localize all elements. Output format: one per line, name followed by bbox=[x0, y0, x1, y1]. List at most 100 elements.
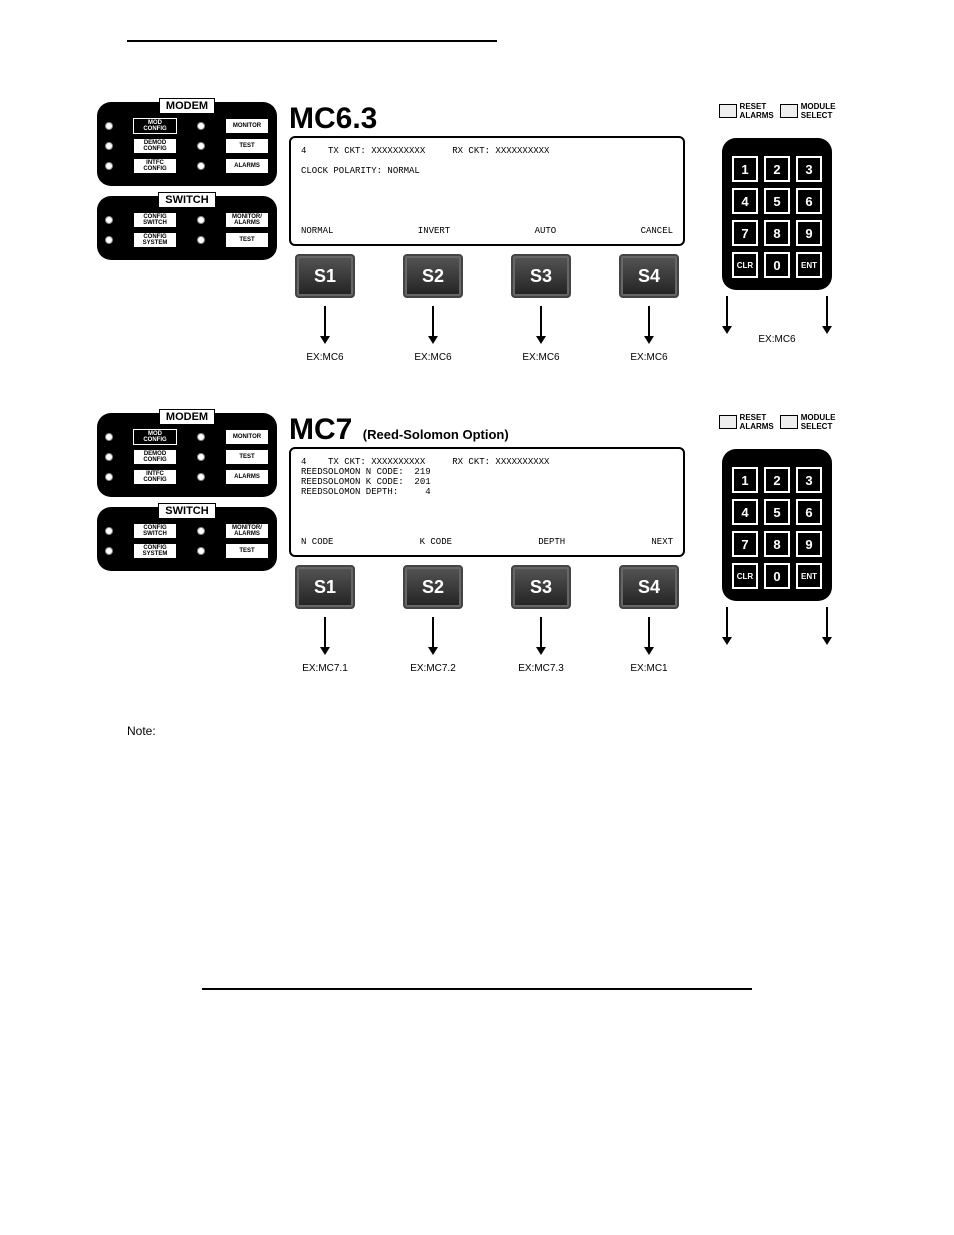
keypad-5[interactable]: 5 bbox=[764, 188, 790, 214]
arrow-down-icon bbox=[511, 617, 571, 655]
screen-title: MC6.3 bbox=[289, 102, 377, 135]
intfc-config-button[interactable]: INTFC CONFIG bbox=[133, 469, 177, 485]
config-system-button[interactable]: CONFIG SYSTEM bbox=[133, 232, 177, 248]
led-icon bbox=[105, 236, 113, 244]
soft-button-s4[interactable]: S4 bbox=[619, 565, 679, 609]
module-select-button[interactable]: MODULE SELECT bbox=[780, 102, 836, 120]
switch-row: CONFIG SYSTEM TEST bbox=[105, 232, 269, 248]
led-icon bbox=[105, 433, 113, 441]
arrow-down-icon bbox=[697, 296, 757, 334]
modem-panel-title: MODEM bbox=[159, 98, 215, 114]
soft-button-s1[interactable]: S1 bbox=[295, 254, 355, 298]
modem-row: DEMOD CONFIG TEST bbox=[105, 138, 269, 154]
mod-config-button[interactable]: MOD CONFIG bbox=[133, 118, 177, 134]
lcd-softlabels: N CODE K CODE DEPTH NEXT bbox=[301, 537, 673, 547]
keypad-0[interactable]: 0 bbox=[764, 563, 790, 589]
rule-top bbox=[127, 40, 497, 42]
right-column: RESET ALARMS MODULE SELECT 1 2 3 4 5 6 7… bbox=[697, 413, 857, 645]
soft-button-s3[interactable]: S3 bbox=[511, 565, 571, 609]
arrow-down-icon bbox=[403, 306, 463, 344]
led-icon bbox=[105, 527, 113, 535]
switch-panel: SWITCH CONFIG SWITCH MONITOR/ ALARMS CON… bbox=[97, 196, 277, 260]
lcd-softlabel: AUTO bbox=[535, 226, 557, 236]
demod-config-button[interactable]: DEMOD CONFIG bbox=[133, 138, 177, 154]
demod-config-button[interactable]: DEMOD CONFIG bbox=[133, 449, 177, 465]
keypad-7[interactable]: 7 bbox=[732, 220, 758, 246]
lcd-text: 4 TX CKT: XXXXXXXXXX RX CKT: XXXXXXXXXX … bbox=[301, 457, 673, 497]
config-switch-button[interactable]: CONFIG SWITCH bbox=[133, 523, 177, 539]
keypad-9[interactable]: 9 bbox=[796, 220, 822, 246]
monitor-button[interactable]: MONITOR bbox=[225, 118, 269, 134]
switch-panel-title: SWITCH bbox=[158, 192, 215, 208]
arrow-row bbox=[289, 617, 685, 655]
ex-label: EX:MC6 bbox=[511, 352, 571, 363]
modem-row: INTFC CONFIG ALARMS bbox=[105, 469, 269, 485]
arrow-down-icon bbox=[511, 306, 571, 344]
test-button[interactable]: TEST bbox=[225, 232, 269, 248]
arrow-down-icon bbox=[697, 607, 757, 645]
switch-row: CONFIG SYSTEM TEST bbox=[105, 543, 269, 559]
keypad-arrows bbox=[697, 296, 857, 334]
arrow-down-icon bbox=[295, 617, 355, 655]
right-column: RESET ALARMS MODULE SELECT 1 2 3 4 5 6 7… bbox=[697, 102, 857, 345]
soft-button-s2[interactable]: S2 bbox=[403, 565, 463, 609]
arrow-down-icon bbox=[797, 296, 857, 334]
monitor-button[interactable]: MONITOR bbox=[225, 429, 269, 445]
ex-label-row: EX:MC6 EX:MC6 EX:MC6 EX:MC6 bbox=[289, 352, 685, 363]
keypad-ent[interactable]: ENT bbox=[796, 252, 822, 278]
module-select-button[interactable]: MODULE SELECT bbox=[780, 413, 836, 431]
keypad-6[interactable]: 6 bbox=[796, 499, 822, 525]
config-system-button[interactable]: CONFIG SYSTEM bbox=[133, 543, 177, 559]
arrow-down-icon bbox=[403, 617, 463, 655]
keypad-clr[interactable]: CLR bbox=[732, 252, 758, 278]
led-icon bbox=[105, 162, 113, 170]
keypad-8[interactable]: 8 bbox=[764, 531, 790, 557]
test-button[interactable]: TEST bbox=[225, 449, 269, 465]
center-column: MC6.3 4 TX CKT: XXXXXXXXXX RX CKT: XXXXX… bbox=[289, 102, 685, 363]
led-icon bbox=[197, 216, 205, 224]
keypad-8[interactable]: 8 bbox=[764, 220, 790, 246]
soft-button-s2[interactable]: S2 bbox=[403, 254, 463, 298]
reset-alarms-button[interactable]: RESET ALARMS bbox=[719, 413, 774, 431]
keypad-1[interactable]: 1 bbox=[732, 156, 758, 182]
keypad-0[interactable]: 0 bbox=[764, 252, 790, 278]
screen-title: MC7 bbox=[289, 413, 352, 446]
keypad-7[interactable]: 7 bbox=[732, 531, 758, 557]
intfc-config-button[interactable]: INTFC CONFIG bbox=[133, 158, 177, 174]
keypad-2[interactable]: 2 bbox=[764, 467, 790, 493]
monitor-alarms-button[interactable]: MONITOR/ ALARMS bbox=[225, 523, 269, 539]
keypad-2[interactable]: 2 bbox=[764, 156, 790, 182]
soft-button-s1[interactable]: S1 bbox=[295, 565, 355, 609]
led-icon bbox=[197, 527, 205, 535]
keypad-ent[interactable]: ENT bbox=[796, 563, 822, 589]
keypad-5[interactable]: 5 bbox=[764, 499, 790, 525]
reset-module-row: RESET ALARMS MODULE SELECT bbox=[719, 413, 836, 431]
alarms-button[interactable]: ALARMS bbox=[225, 158, 269, 174]
keypad-4[interactable]: 4 bbox=[732, 499, 758, 525]
monitor-alarms-button[interactable]: MONITOR/ ALARMS bbox=[225, 212, 269, 228]
soft-button-s4[interactable]: S4 bbox=[619, 254, 679, 298]
alarms-button[interactable]: ALARMS bbox=[225, 469, 269, 485]
switch-panel: SWITCH CONFIG SWITCH MONITOR/ ALARMS CON… bbox=[97, 507, 277, 571]
keypad-4[interactable]: 4 bbox=[732, 188, 758, 214]
arrow-row bbox=[289, 306, 685, 344]
ex-label-row: EX:MC7.1 EX:MC7.2 EX:MC7.3 EX:MC1 bbox=[289, 663, 685, 674]
soft-button-s3[interactable]: S3 bbox=[511, 254, 571, 298]
keypad-6[interactable]: 6 bbox=[796, 188, 822, 214]
keypad-3[interactable]: 3 bbox=[796, 156, 822, 182]
config-switch-button[interactable]: CONFIG SWITCH bbox=[133, 212, 177, 228]
led-icon bbox=[197, 547, 205, 555]
mod-config-button[interactable]: MOD CONFIG bbox=[133, 429, 177, 445]
ex-label: EX:MC7.1 bbox=[295, 663, 355, 674]
reset-alarms-button[interactable]: RESET ALARMS bbox=[719, 102, 774, 120]
ex-label: EX:MC6 bbox=[295, 352, 355, 363]
test-button[interactable]: TEST bbox=[225, 543, 269, 559]
keypad-clr[interactable]: CLR bbox=[732, 563, 758, 589]
led-icon bbox=[197, 142, 205, 150]
keypad-3[interactable]: 3 bbox=[796, 467, 822, 493]
lcd-softlabel: K CODE bbox=[420, 537, 452, 547]
test-button[interactable]: TEST bbox=[225, 138, 269, 154]
left-panels: MODEM MOD CONFIG MONITOR DEMOD CONFIG TE… bbox=[97, 413, 277, 571]
keypad-1[interactable]: 1 bbox=[732, 467, 758, 493]
keypad-9[interactable]: 9 bbox=[796, 531, 822, 557]
